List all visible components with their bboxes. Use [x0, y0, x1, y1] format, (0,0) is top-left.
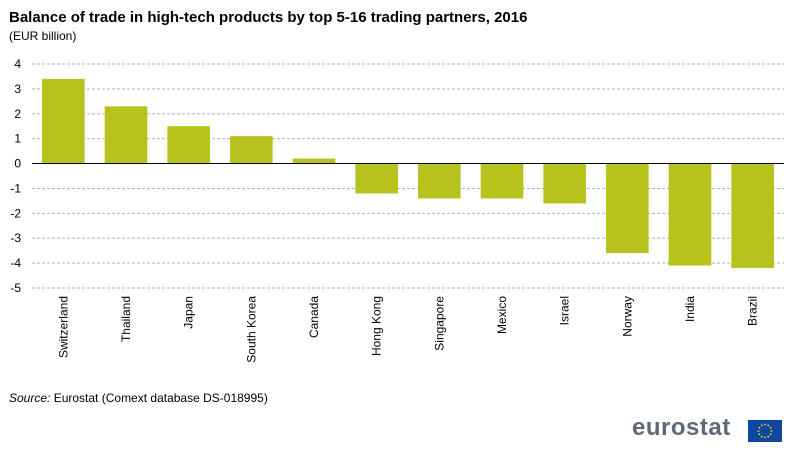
source-label: Source:	[9, 391, 51, 405]
x-tick-label: Mexico	[495, 296, 509, 334]
flag-star	[769, 433, 772, 436]
bar	[42, 78, 85, 164]
flag-star	[760, 424, 763, 427]
flag-star	[770, 430, 773, 432]
y-tick-label: 1	[14, 132, 21, 146]
y-tick-label: -2	[10, 206, 21, 220]
flag-star	[769, 426, 772, 429]
chart-title: Balance of trade in high-tech products b…	[9, 9, 528, 26]
y-tick-label: 2	[14, 107, 21, 121]
x-tick-label: Brazil	[746, 296, 760, 326]
bar	[606, 163, 649, 254]
bar	[668, 163, 712, 266]
x-tick-label: Thailand	[119, 296, 133, 342]
bar	[543, 163, 586, 204]
x-tick-label: Japan	[182, 296, 196, 329]
flag-star	[764, 423, 766, 426]
chart-subtitle: (EUR billion)	[9, 29, 77, 43]
y-tick-label: 0	[14, 157, 21, 171]
x-tick-label: Norway	[620, 296, 634, 337]
bar	[167, 126, 210, 164]
source-text: Eurostat (Comext database DS-018995)	[53, 391, 268, 405]
bar	[355, 163, 398, 194]
y-tick-label: 3	[14, 82, 21, 96]
flag-star	[758, 433, 761, 436]
source-note: Source: Eurostat (Comext database DS-018…	[9, 391, 268, 405]
bar	[104, 106, 148, 164]
flag-star	[764, 436, 766, 439]
flag-star	[757, 430, 760, 432]
x-tick-label: India	[683, 296, 697, 322]
bar	[731, 163, 774, 269]
bar	[418, 163, 461, 199]
x-tick-label: Israel	[558, 296, 572, 325]
flag-star	[760, 435, 763, 438]
x-tick-label: Switzerland	[56, 296, 70, 358]
x-tick-label: Singapore	[432, 296, 446, 351]
y-tick-label: -4	[10, 256, 21, 270]
y-tick-label: 4	[14, 57, 21, 71]
y-tick-label: -1	[10, 181, 21, 195]
x-tick-label: Hong Kong	[370, 296, 384, 356]
y-tick-label: -3	[10, 231, 21, 245]
eurostat-logo-text: eurostat	[632, 414, 731, 441]
eu-flag-icon	[748, 420, 782, 442]
flag-star	[758, 426, 761, 429]
flag-star	[767, 435, 770, 438]
eurostat-logo: eurostat	[632, 414, 792, 444]
x-tick-label: South Korea	[244, 296, 258, 363]
bar	[480, 163, 524, 199]
y-tick-label: -5	[10, 281, 21, 295]
bar	[230, 136, 273, 164]
x-tick-label: Canada	[307, 296, 321, 338]
bar	[292, 158, 336, 164]
flag-star	[767, 424, 770, 427]
